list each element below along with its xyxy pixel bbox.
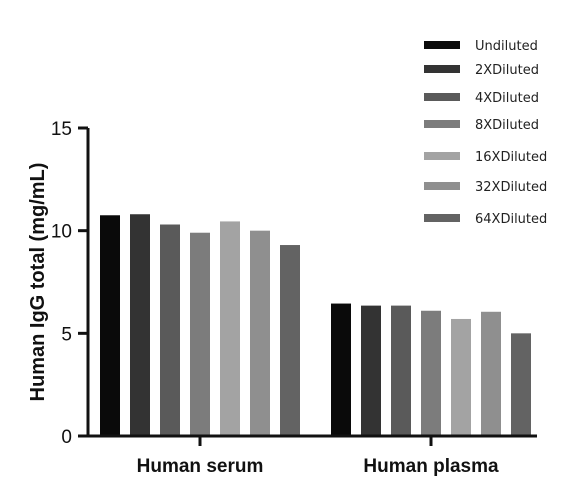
bar-undiluted-human-plasma xyxy=(331,303,351,436)
legend-swatch xyxy=(424,65,460,73)
y-tick-label: 15 xyxy=(51,119,72,140)
bar-16xdiluted-human-serum xyxy=(220,221,240,436)
bar-2xdiluted-human-plasma xyxy=(361,305,381,436)
legend-label: 8XDiluted xyxy=(475,118,539,133)
bars-group xyxy=(100,214,531,436)
y-tick-label: 10 xyxy=(51,222,72,243)
bar-16xdiluted-human-plasma xyxy=(451,318,471,436)
legend-label: 16XDiluted xyxy=(475,150,547,165)
legend-swatch xyxy=(424,152,460,160)
legend-swatch xyxy=(424,41,460,49)
x-category-label: Human plasma xyxy=(363,456,499,477)
legend-label: Undiluted xyxy=(475,39,538,54)
bar-64xdiluted-human-serum xyxy=(280,245,300,436)
y-ticks-group: 0 5 10 15 xyxy=(51,119,88,448)
bar-64xdiluted-human-plasma xyxy=(511,333,531,436)
legend-swatch xyxy=(424,214,460,222)
y-axis-label: Human IgG total (mg/mL) xyxy=(27,163,49,402)
legend-label: 32XDiluted xyxy=(475,180,547,195)
legend-swatch xyxy=(424,120,460,128)
bar-32xdiluted-human-plasma xyxy=(481,311,501,436)
bar-4xdiluted-human-plasma xyxy=(391,305,411,436)
bar-undiluted-human-serum xyxy=(100,215,120,436)
legend: Undiluted 2XDiluted 4XDiluted 8XDiluted 16XD… xyxy=(424,39,547,227)
bar-8xdiluted-human-plasma xyxy=(421,310,441,436)
legend-label: 2XDiluted xyxy=(475,63,539,78)
bar-2xdiluted-human-serum xyxy=(130,214,150,436)
legend-label: 4XDiluted xyxy=(475,91,539,106)
bar-8xdiluted-human-serum xyxy=(190,232,210,436)
legend-swatch xyxy=(424,182,460,190)
y-tick-label: 0 xyxy=(61,427,72,448)
bar-4xdiluted-human-serum xyxy=(160,224,180,436)
legend-label: 64XDiluted xyxy=(475,212,547,227)
x-categories-group: Human serum Human plasma xyxy=(137,436,499,477)
x-category-label: Human serum xyxy=(137,456,264,477)
legend-swatch xyxy=(424,93,460,101)
y-tick-label: 5 xyxy=(61,324,72,345)
bar-32xdiluted-human-serum xyxy=(250,230,270,436)
